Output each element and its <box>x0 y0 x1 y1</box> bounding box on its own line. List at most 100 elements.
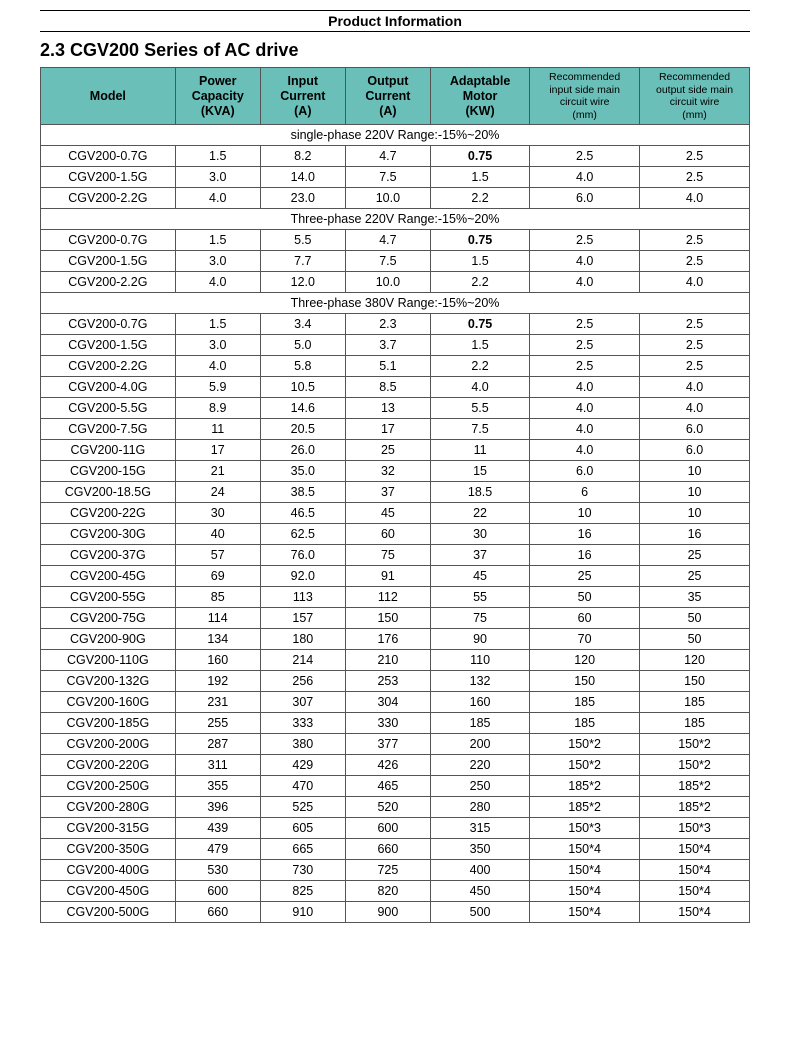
table-cell: 500 <box>430 902 529 923</box>
table-cell: 50 <box>640 629 750 650</box>
table-cell: 18.5 <box>430 482 529 503</box>
table-row: CGV200-2.2G4.012.010.02.24.04.0 <box>41 272 750 293</box>
table-cell: 57 <box>175 545 260 566</box>
table-cell: 4.0 <box>530 251 640 272</box>
table-cell: CGV200-2.2G <box>41 188 176 209</box>
table-cell: 2.5 <box>530 146 640 167</box>
table-row: CGV200-5.5G8.914.6135.54.04.0 <box>41 398 750 419</box>
table-cell: 185 <box>530 692 640 713</box>
table-cell: 4.0 <box>640 377 750 398</box>
table-cell: 10.5 <box>260 377 345 398</box>
table-cell: CGV200-200G <box>41 734 176 755</box>
table-cell: 46.5 <box>260 503 345 524</box>
table-cell: 439 <box>175 818 260 839</box>
table-cell: 5.0 <box>260 335 345 356</box>
table-cell: 76.0 <box>260 545 345 566</box>
table-cell: 4.7 <box>345 146 430 167</box>
table-cell: 185*2 <box>640 776 750 797</box>
table-cell: 192 <box>175 671 260 692</box>
table-cell: 355 <box>175 776 260 797</box>
table-cell: 2.5 <box>640 356 750 377</box>
table-cell: 4.0 <box>175 272 260 293</box>
table-cell: 4.0 <box>175 356 260 377</box>
section-title: 2.3 CGV200 Series of AC drive <box>40 40 750 61</box>
table-cell: 250 <box>430 776 529 797</box>
table-cell: 38.5 <box>260 482 345 503</box>
table-row: CGV200-90G134180176907050 <box>41 629 750 650</box>
table-cell: 75 <box>345 545 430 566</box>
table-cell: CGV200-315G <box>41 818 176 839</box>
table-cell: 185 <box>640 692 750 713</box>
table-cell: 2.2 <box>430 356 529 377</box>
table-cell: 25 <box>640 566 750 587</box>
table-cell: CGV200-1.5G <box>41 167 176 188</box>
table-cell: 304 <box>345 692 430 713</box>
table-cell: CGV200-22G <box>41 503 176 524</box>
table-header-row: Model PowerCapacity(KVA) InputCurrent(A)… <box>41 68 750 125</box>
table-cell: 5.1 <box>345 356 430 377</box>
table-cell: CGV200-500G <box>41 902 176 923</box>
table-cell: CGV200-45G <box>41 566 176 587</box>
table-cell: 910 <box>260 902 345 923</box>
table-cell: 37 <box>345 482 430 503</box>
table-cell: 30 <box>175 503 260 524</box>
table-cell: 4.0 <box>530 167 640 188</box>
table-cell: 380 <box>260 734 345 755</box>
table-cell: 8.2 <box>260 146 345 167</box>
table-cell: 32 <box>345 461 430 482</box>
table-row: CGV200-37G5776.075371625 <box>41 545 750 566</box>
table-row: CGV200-185G255333330185185185 <box>41 713 750 734</box>
table-cell: 150*4 <box>530 860 640 881</box>
table-cell: 10.0 <box>345 188 430 209</box>
table-cell: CGV200-5.5G <box>41 398 176 419</box>
table-cell: 2.5 <box>640 230 750 251</box>
page-header: Product Information <box>40 10 750 32</box>
col-output: OutputCurrent(A) <box>345 68 430 125</box>
table-cell: 1.5 <box>430 167 529 188</box>
table-cell: 5.8 <box>260 356 345 377</box>
table-cell: 470 <box>260 776 345 797</box>
table-cell: 150 <box>640 671 750 692</box>
table-cell: 150*4 <box>530 839 640 860</box>
table-cell: 0.75 <box>430 146 529 167</box>
table-cell: CGV200-7.5G <box>41 419 176 440</box>
table-cell: 520 <box>345 797 430 818</box>
table-cell: 2.5 <box>640 314 750 335</box>
table-cell: 2.5 <box>530 230 640 251</box>
table-cell: 150*4 <box>640 881 750 902</box>
table-cell: 3.0 <box>175 167 260 188</box>
table-cell: 13 <box>345 398 430 419</box>
table-cell: 185*2 <box>640 797 750 818</box>
table-cell: 150*3 <box>640 818 750 839</box>
col-motor: AdaptableMotor(KW) <box>430 68 529 125</box>
table-cell: 60 <box>345 524 430 545</box>
group-label: single-phase 220V Range:-15%~20% <box>41 125 750 146</box>
table-cell: 25 <box>345 440 430 461</box>
table-row: CGV200-0.7G1.58.24.70.752.52.5 <box>41 146 750 167</box>
table-cell: 210 <box>345 650 430 671</box>
table-cell: 62.5 <box>260 524 345 545</box>
table-cell: 35.0 <box>260 461 345 482</box>
table-cell: 16 <box>640 524 750 545</box>
table-cell: 4.0 <box>175 188 260 209</box>
table-cell: 0.75 <box>430 314 529 335</box>
table-cell: 6.0 <box>640 440 750 461</box>
table-cell: 315 <box>430 818 529 839</box>
table-cell: CGV200-55G <box>41 587 176 608</box>
table-cell: CGV200-400G <box>41 860 176 881</box>
table-row: CGV200-1.5G3.014.07.51.54.02.5 <box>41 167 750 188</box>
table-cell: CGV200-0.7G <box>41 314 176 335</box>
table-cell: CGV200-15G <box>41 461 176 482</box>
table-cell: 150*2 <box>530 755 640 776</box>
table-row: CGV200-220G311429426220150*2150*2 <box>41 755 750 776</box>
table-cell: 16 <box>530 524 640 545</box>
col-input: InputCurrent(A) <box>260 68 345 125</box>
table-cell: CGV200-185G <box>41 713 176 734</box>
table-cell: 214 <box>260 650 345 671</box>
table-cell: 660 <box>345 839 430 860</box>
table-cell: CGV200-2.2G <box>41 272 176 293</box>
table-cell: CGV200-90G <box>41 629 176 650</box>
table-row: CGV200-1.5G3.07.77.51.54.02.5 <box>41 251 750 272</box>
table-cell: 150*2 <box>530 734 640 755</box>
table-cell: 4.0 <box>640 272 750 293</box>
